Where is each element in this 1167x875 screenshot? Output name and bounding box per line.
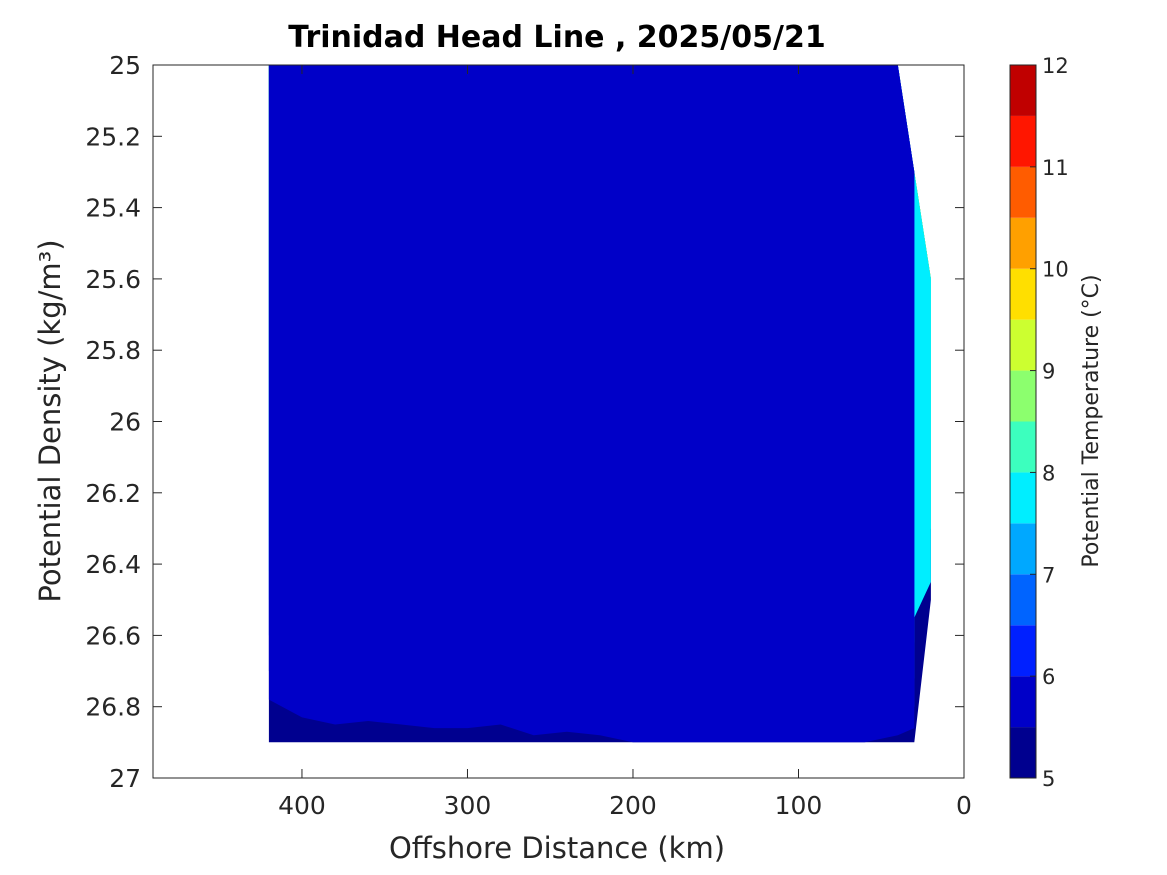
x-tick-label: 300: [444, 791, 492, 820]
colorbar-tick-label: 6: [1042, 665, 1055, 689]
y-tick-label: 25.4: [85, 194, 141, 223]
colorbar-tick-label: 11: [1042, 156, 1069, 180]
y-tick-label: 25: [109, 51, 141, 80]
colorbar-segment: [1010, 625, 1036, 677]
chart-title: Trinidad Head Line , 2025/05/21: [288, 20, 825, 55]
x-tick-label: 200: [609, 791, 657, 820]
y-tick-label: 25.8: [85, 336, 141, 365]
colorbar-tick-label: 12: [1042, 54, 1069, 78]
colorbar-tick-label: 10: [1042, 258, 1069, 282]
x-tick-label: 400: [278, 791, 326, 820]
colorbar-label: Potential Temperature (°C): [1079, 274, 1104, 567]
y-tick-label: 25.6: [85, 265, 141, 294]
colorbar-segment: [1010, 472, 1036, 524]
colorbar: 5 6 7 8 9 10 11 12: [1009, 54, 1069, 791]
colorbar-tick-label: 5: [1042, 767, 1055, 791]
contour-band-5-5: [268, 65, 915, 743]
x-tick-label: 100: [775, 791, 823, 820]
y-tick-label: 25.2: [85, 122, 141, 151]
colorbar-segment: [1010, 676, 1036, 728]
colorbar-segment: [1010, 523, 1036, 575]
colorbar-segment: [1010, 65, 1036, 116]
contour-fill-layer: [268, 65, 931, 743]
colorbar-segment: [1010, 268, 1036, 320]
colorbar-segment: [1010, 421, 1036, 473]
colorbar-segment: [1010, 319, 1036, 371]
y-tick-label: 26.8: [85, 693, 141, 722]
colorbar-segment: [1010, 370, 1036, 422]
y-tick-label: 26.6: [85, 621, 141, 650]
x-axis-label: Offshore Distance (km): [389, 831, 725, 865]
colorbar-frame: [1009, 64, 1037, 779]
colorbar-segment: [1010, 115, 1036, 167]
colorbar-segment: [1010, 166, 1036, 218]
colorbar-segment: [1010, 217, 1036, 269]
y-axis-label: Potential Density (kg/m³): [33, 239, 67, 602]
y-tick-label: 26.2: [85, 479, 141, 508]
y-tick-label: 26.4: [85, 550, 141, 579]
colorbar-segment: [1010, 727, 1036, 778]
colorbar-segment: [1010, 574, 1036, 626]
y-tick-label: 27: [109, 764, 141, 793]
y-axis-ticks: 25 25.2 25.4 25.6 25.8 26 26.2 26.4 26.6 26.8 27: [85, 51, 964, 793]
x-axis-ticks: 400 300 200 100 0: [278, 65, 972, 820]
colorbar-tick-label: 9: [1042, 360, 1055, 384]
colorbar-tick-label: 8: [1042, 461, 1055, 485]
colorbar-tick-label: 7: [1042, 563, 1055, 587]
y-tick-label: 26: [109, 408, 141, 437]
x-tick-label: 0: [956, 791, 972, 820]
